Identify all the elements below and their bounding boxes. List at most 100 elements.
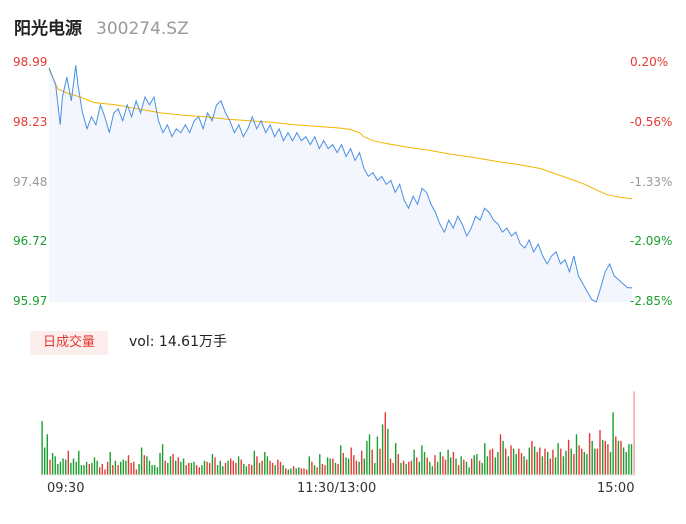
y-tick-right-2: -1.33% <box>630 175 673 189</box>
volume-bar <box>408 461 410 475</box>
volume-bar <box>271 462 274 475</box>
volume-bar <box>70 462 72 475</box>
volume-bar <box>358 461 360 475</box>
volume-value: vol: 14.61万手 <box>129 334 227 350</box>
volume-bar <box>560 448 562 475</box>
volume-bar <box>133 461 135 475</box>
volume-bar <box>457 465 460 475</box>
volume-bar <box>156 467 159 475</box>
volume-bar <box>44 447 46 475</box>
volume-bar <box>371 449 373 475</box>
volume-bar <box>140 447 143 475</box>
volume-bar <box>41 421 43 475</box>
volume-bar <box>591 440 593 475</box>
volume-bar <box>583 451 585 475</box>
volume-bar <box>630 444 633 475</box>
volume-bar <box>201 465 203 475</box>
volume-bar <box>59 461 62 475</box>
volume-bar <box>402 460 405 475</box>
volume-bar <box>222 466 224 475</box>
volume-bar <box>505 448 507 475</box>
volume-bar <box>604 440 606 475</box>
volume-bar <box>319 454 321 475</box>
volume-bar <box>206 461 208 475</box>
volume-bar <box>282 465 284 475</box>
volume-bar <box>484 443 486 475</box>
volume-bar <box>313 465 316 475</box>
volume-bar <box>169 456 172 475</box>
volume-bar <box>429 461 431 475</box>
volume-bar <box>138 464 140 475</box>
volume-bar <box>549 458 551 475</box>
volume-bar <box>486 456 489 475</box>
volume-bar <box>361 450 363 475</box>
volume-bar <box>159 453 161 475</box>
volume-bar <box>381 424 384 475</box>
volume-bar <box>203 460 206 475</box>
volume-bar <box>502 440 504 475</box>
volume-bar <box>481 462 483 475</box>
volume-bar <box>570 448 572 475</box>
volume-bar <box>285 468 287 475</box>
volume-bar <box>112 465 114 475</box>
volume-bar <box>581 448 583 475</box>
volume-bar <box>384 412 386 475</box>
y-tick-right-1: -0.56% <box>630 115 673 129</box>
volume-bar <box>400 462 402 475</box>
volume-bar <box>72 458 75 475</box>
volume-bar <box>337 464 339 475</box>
volume-bar <box>374 462 376 475</box>
volume-bar <box>172 454 174 475</box>
volume-bar <box>471 458 473 475</box>
volume-bar <box>596 448 599 475</box>
volume-bar <box>526 459 528 475</box>
volume-bar <box>531 440 533 475</box>
volume-bar <box>554 457 557 475</box>
x-tick-midday: 11:30/13:00 <box>297 481 377 496</box>
volume-bar <box>130 462 132 475</box>
volume-bar <box>622 447 625 475</box>
volume-bar <box>447 449 449 475</box>
y-tick-left-2: 97.48 <box>13 175 48 189</box>
y-tick-right-3: -2.09% <box>630 234 673 248</box>
volume-bar <box>426 457 428 475</box>
volume-bar <box>617 440 620 475</box>
price-area-fill <box>49 65 632 302</box>
volume-bar <box>219 460 221 475</box>
volume-bar <box>88 464 90 475</box>
volume-bar <box>306 469 308 475</box>
volume-bar <box>177 457 179 475</box>
volume-bar <box>329 458 331 475</box>
volume-bar <box>599 429 601 475</box>
volume-bar <box>83 465 85 475</box>
volume-bar <box>185 465 187 475</box>
volume-bar <box>161 444 164 475</box>
volume-bar <box>46 434 48 475</box>
volume-bar <box>552 449 554 475</box>
volume-bar <box>452 451 455 475</box>
volume-bar <box>463 459 465 475</box>
volume-bar <box>368 434 371 475</box>
x-tick-close: 15:00 <box>597 481 635 496</box>
volume-bar <box>143 455 145 475</box>
volume-bar <box>353 455 355 475</box>
price-lines <box>48 65 633 303</box>
volume-bar <box>423 451 426 475</box>
volume-bar <box>235 462 237 475</box>
volume-bar <box>607 444 609 475</box>
volume-bar <box>562 456 565 475</box>
volume-bar <box>520 453 523 475</box>
volume-bar <box>468 467 470 475</box>
volume-bar <box>269 460 271 475</box>
volume-bar <box>248 464 250 475</box>
y-tick-left-1: 98.23 <box>13 115 48 129</box>
volume-bar <box>91 462 93 475</box>
volume-bar <box>193 461 195 475</box>
volume-bar <box>431 466 434 475</box>
volume-bar <box>274 465 276 475</box>
volume-bar <box>494 457 496 475</box>
volume-bar <box>62 458 64 475</box>
volume-bar <box>609 451 612 475</box>
volume-bar <box>366 440 368 475</box>
